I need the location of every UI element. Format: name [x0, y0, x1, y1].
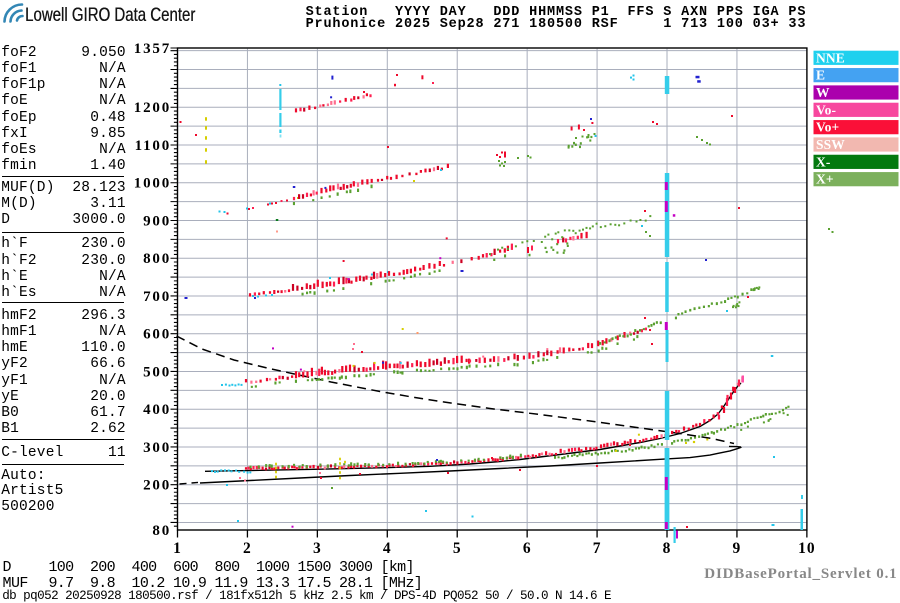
svg-text:SSW: SSW — [816, 137, 845, 152]
svg-text:900: 900 — [143, 213, 171, 229]
svg-text:300: 300 — [143, 440, 171, 456]
svg-text:8: 8 — [663, 540, 672, 557]
svg-text:E: E — [816, 68, 825, 83]
svg-text:10: 10 — [798, 540, 816, 557]
svg-text:1200: 1200 — [134, 100, 171, 116]
svg-text:500: 500 — [143, 364, 171, 380]
svg-text:800: 800 — [143, 251, 171, 267]
svg-text:5: 5 — [453, 540, 462, 557]
svg-text:400: 400 — [143, 402, 171, 418]
svg-text:9: 9 — [733, 540, 742, 557]
svg-text:DIDBasePortal_Servlet 0.1: DIDBasePortal_Servlet 0.1 — [704, 566, 897, 582]
svg-text:Vo+: Vo+ — [816, 120, 839, 135]
svg-text:1: 1 — [173, 540, 182, 557]
svg-text:W: W — [816, 85, 830, 100]
svg-text:600: 600 — [143, 327, 171, 343]
svg-text:3: 3 — [313, 540, 322, 557]
svg-text:NNE: NNE — [816, 50, 845, 65]
svg-text:6: 6 — [523, 540, 532, 557]
svg-text:7: 7 — [593, 540, 602, 557]
svg-text:2: 2 — [243, 540, 252, 557]
svg-text:200: 200 — [143, 478, 171, 494]
svg-text:700: 700 — [143, 289, 171, 305]
svg-text:1100: 1100 — [135, 138, 171, 154]
svg-text:1000: 1000 — [134, 176, 171, 192]
svg-text:X+: X+ — [816, 172, 834, 187]
svg-text:1357: 1357 — [134, 41, 171, 57]
svg-text:Vo-: Vo- — [816, 102, 836, 117]
svg-text:80: 80 — [152, 523, 171, 539]
svg-text:X-: X- — [816, 154, 830, 169]
svg-text:4: 4 — [383, 540, 392, 557]
